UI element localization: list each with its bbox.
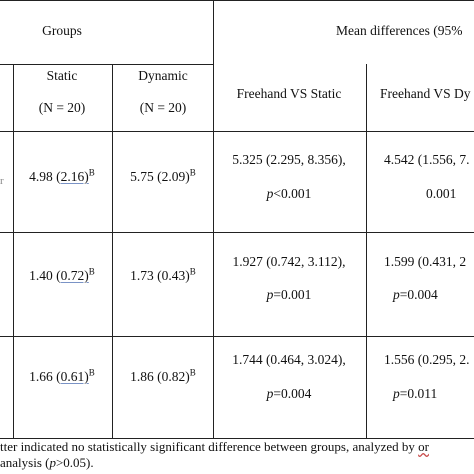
table-footnote-line1: tter indicated no statistically signific… bbox=[0, 439, 429, 454]
col-rule-3 bbox=[213, 0, 214, 438]
table-bottom-rule bbox=[0, 438, 474, 439]
row2-p-dynamic: p=0.004 bbox=[393, 287, 438, 302]
row1-left-edge-text: r bbox=[0, 175, 4, 187]
freehand-vs-static-heading: Freehand VS Static bbox=[236, 86, 342, 101]
table-top-rule bbox=[0, 0, 474, 1]
row1-ci-dynamic: 4.542 (1.556, 7. bbox=[384, 152, 470, 167]
row1-p-dynamic: 0.001 bbox=[426, 186, 457, 201]
row1-dynamic-cell: 5.75 (2.09)B bbox=[130, 167, 196, 184]
table-footnote-line2: analysis (p>0.05). bbox=[0, 455, 94, 470]
row3-p-dynamic: p=0.011 bbox=[393, 386, 438, 401]
row2-static-cell: 1.40 (0.72)B bbox=[29, 266, 95, 283]
row1-bottom-rule bbox=[0, 232, 474, 233]
col-rule-4 bbox=[366, 64, 367, 438]
static-column-heading: Static bbox=[46, 68, 78, 83]
dynamic-n-heading: (N = 20) bbox=[139, 100, 187, 115]
freehand-vs-dynamic-heading: Freehand VS Dy bbox=[380, 86, 471, 101]
row2-bottom-rule bbox=[0, 336, 474, 337]
col-rule-1 bbox=[13, 64, 14, 438]
col-rule-2 bbox=[112, 64, 113, 438]
static-n-heading: (N = 20) bbox=[38, 100, 86, 115]
mean-differences-heading: Mean differences (95% bbox=[336, 23, 463, 38]
row2-ci-static: 1.927 (0.742, 3.112), bbox=[232, 254, 346, 269]
row2-p-static: p=0.001 bbox=[266, 287, 312, 302]
row3-static-cell: 1.66 (0.61)B bbox=[29, 367, 95, 384]
groups-heading: Groups bbox=[42, 23, 82, 38]
row3-ci-dynamic: 1.556 (0.295, 2. bbox=[384, 352, 470, 367]
dynamic-column-heading: Dynamic bbox=[138, 68, 188, 83]
row2-dynamic-cell: 1.73 (0.43)B bbox=[130, 266, 196, 283]
row1-static-cell: 4.98 (2.16)B bbox=[29, 167, 95, 184]
row2-ci-dynamic: 1.599 (0.431, 2 bbox=[384, 254, 467, 269]
header-divider-rule bbox=[0, 64, 213, 65]
row3-p-static: p=0.004 bbox=[266, 386, 312, 401]
row3-ci-static: 1.744 (0.464, 3.024), bbox=[232, 352, 346, 367]
header-bottom-rule bbox=[0, 131, 474, 132]
row3-dynamic-cell: 1.86 (0.82)B bbox=[130, 367, 196, 384]
row1-ci-static: 5.325 (2.295, 8.356), bbox=[232, 152, 346, 167]
row1-p-static: p<0.001 bbox=[266, 186, 312, 201]
